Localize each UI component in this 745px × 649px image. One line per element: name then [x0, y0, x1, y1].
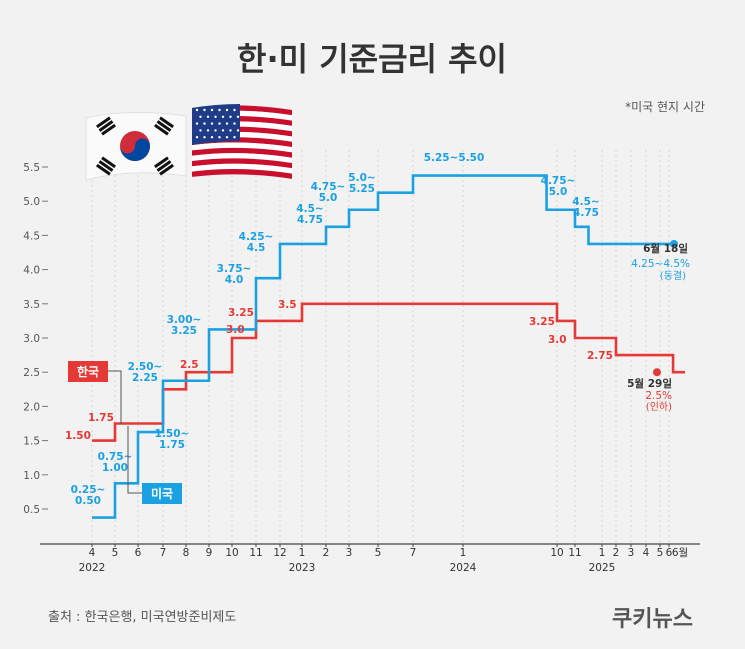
- x-tick-label: 2: [613, 547, 620, 559]
- y-tick-label: 5.0: [23, 196, 40, 208]
- x-tick-label: 1: [460, 547, 467, 559]
- korea-data-label: 3.25: [228, 307, 254, 319]
- korea-end-date: 5월 29일: [627, 377, 672, 390]
- korea-flag-icon: [85, 112, 187, 181]
- year-label: 2023: [289, 562, 316, 574]
- x-tick-label: 4: [643, 547, 650, 559]
- x-tick-label: 3: [628, 547, 635, 559]
- us-data-label: 2.25: [132, 372, 158, 384]
- us-data-label: 1.00: [102, 462, 128, 474]
- us-data-label: 4.5: [247, 242, 266, 254]
- timezone-note: *미국 현지 시간: [625, 100, 705, 114]
- source-text: 출처 : 한국은행, 미국연방준비제도: [48, 609, 236, 625]
- us-data-label: 1.75: [159, 439, 185, 451]
- x-tick-label: 11: [249, 547, 262, 559]
- us-data-label: 5.0: [549, 186, 568, 198]
- series-lines: [92, 174, 685, 519]
- us-data-label: 0.75~: [98, 451, 133, 463]
- x-tick-label: 8: [183, 547, 190, 559]
- x-tick-label: 6: [666, 547, 673, 559]
- y-tick-label: 2.0: [23, 401, 40, 413]
- y-tick-label: 0.5: [23, 504, 40, 516]
- korea-data-label: 1.50: [65, 430, 91, 442]
- year-label: 2024: [450, 562, 477, 574]
- x-tick-label: 10: [225, 547, 238, 559]
- korea-data-label: 3.5: [278, 299, 297, 311]
- x-tick-label: 7: [410, 547, 417, 559]
- x-tick-label: 4: [89, 547, 96, 559]
- us-end-note: (동결): [660, 270, 686, 282]
- us-legend-leader: [127, 426, 142, 494]
- us-data-label: 3.00~: [167, 314, 202, 326]
- x-tick-label: 2: [323, 547, 330, 559]
- us-data-label: 5.25~5.50: [424, 152, 485, 164]
- year-label: 2022: [79, 562, 106, 574]
- korea-legend-box: [68, 361, 108, 382]
- y-tick-label: 1.5: [23, 436, 40, 448]
- us-data-label: 4.5~: [572, 196, 599, 208]
- korea-legend-leader: [108, 370, 122, 424]
- x-tick-label: 6월: [672, 547, 688, 559]
- korea-data-label: 2.5: [180, 359, 199, 371]
- us-data-label: 2.50~: [128, 361, 163, 373]
- korea-data-label: 2.75: [587, 350, 613, 362]
- x-tick-label: 6: [135, 547, 142, 559]
- us-data-label: 4.75: [573, 207, 599, 219]
- y-tick-label: 4.0: [23, 265, 40, 277]
- y-tick-label: 3.5: [23, 299, 40, 311]
- us-data-label: 4.75~: [311, 181, 346, 193]
- x-tick-label: 3: [346, 547, 353, 559]
- korea-legend-label: 한국: [77, 364, 99, 379]
- us-legend-box: [142, 483, 182, 504]
- chart-title: 한·미 기준금리 추이: [237, 40, 507, 78]
- end-point-us: [670, 239, 678, 248]
- y-tick-label: 3.0: [23, 333, 40, 345]
- korea-data-label: 3.0: [548, 334, 567, 346]
- us-end-value: 4.25~4.5%: [631, 258, 690, 270]
- korea-end-note: (인하): [646, 400, 672, 413]
- x-tick-label: 12: [273, 547, 286, 559]
- x-tick-label: 1: [299, 547, 306, 559]
- x-tick-label: 5: [112, 547, 119, 559]
- us-data-label: 0.25~: [71, 484, 106, 496]
- year-label: 2025: [589, 562, 616, 574]
- us-data-label: 4.0: [225, 274, 244, 286]
- us-legend-label: 미국: [151, 486, 173, 501]
- x-tick-label: 10: [550, 547, 563, 559]
- us-data-label: 3.75~: [217, 263, 252, 275]
- us-data-label: 3.25: [171, 325, 197, 337]
- korea-data-label: 3.25: [529, 316, 555, 328]
- korea-data-label: 1.75: [88, 412, 114, 424]
- x-tick-label: 7: [160, 547, 167, 559]
- x-tick-label: 5: [657, 547, 664, 559]
- x-tick-label: 9: [206, 547, 213, 559]
- us-data-label: 4.5~: [296, 203, 323, 215]
- korea-data-label: 3.0: [226, 324, 245, 336]
- us-flag-icon: [192, 104, 292, 179]
- us-data-label: 5.0~: [348, 172, 375, 184]
- us-data-label: 4.75: [297, 214, 323, 226]
- us-data-label: 4.25~: [239, 231, 274, 243]
- y-tick-label: 2.5: [23, 367, 40, 379]
- us-data-label: 0.50: [75, 495, 101, 507]
- x-tick-label: 5: [375, 547, 382, 559]
- us-data-label: 1.50~: [155, 428, 190, 440]
- data-labels: 1.50 1.75 2.5 3.0 3.25 3.5 3.25 3.0 2.75 0.25~0.5…: [65, 152, 690, 507]
- series-line-us: [92, 174, 677, 519]
- y-tick-label: 1.0: [23, 470, 40, 482]
- x-tick-label: 11: [568, 547, 581, 559]
- us-data-label: 4.75~: [541, 175, 576, 187]
- x-tick-label: 1: [599, 547, 606, 559]
- us-end-date: 6월 18일: [643, 242, 688, 255]
- end-point-korea: [653, 368, 661, 377]
- y-axis: 0.5 1.0 1.5 2.0 2.5 3.0 3.5 4.0 4.5 5.0 5.5: [23, 162, 48, 516]
- us-data-label: 5.25: [349, 183, 375, 195]
- korea-end-value: 2.5%: [645, 390, 672, 402]
- us-data-label: 5.0: [319, 192, 338, 204]
- y-tick-label: 5.5: [23, 162, 40, 174]
- brand-logo: 쿠키뉴스: [612, 607, 693, 632]
- y-tick-label: 4.5: [23, 230, 40, 242]
